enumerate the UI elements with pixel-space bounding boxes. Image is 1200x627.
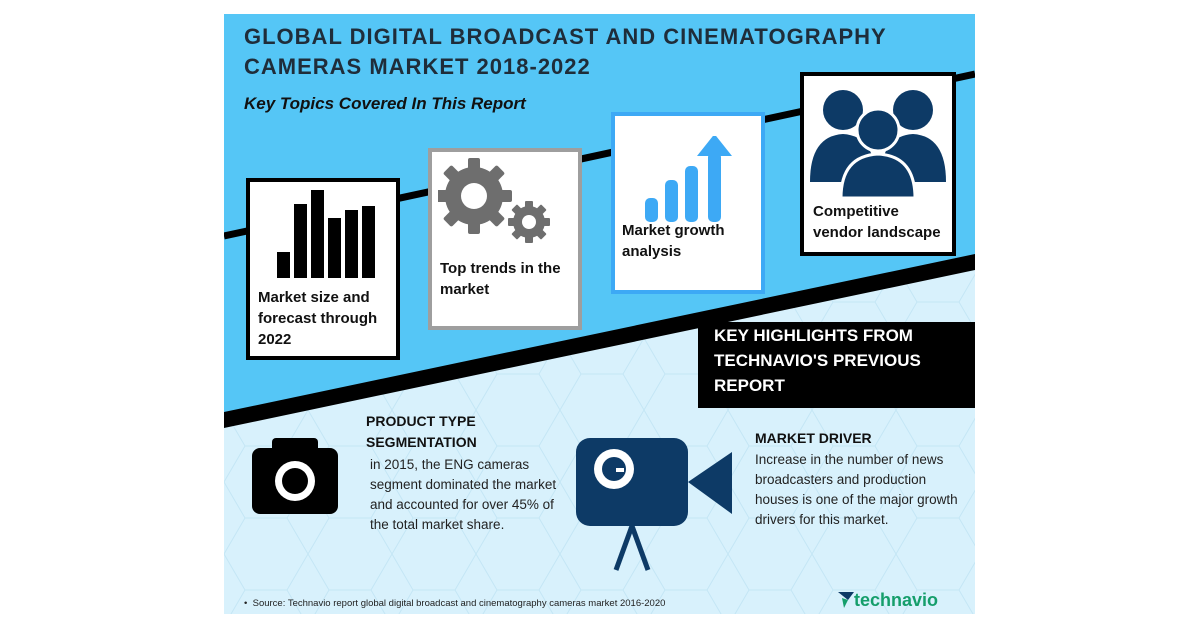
- camera-icon: [252, 438, 338, 514]
- topic-card-trends: Top trends in the market: [428, 148, 582, 330]
- bar-chart-icon: [277, 190, 375, 278]
- topic-card-vendor: Competitive vendor landscape: [800, 72, 956, 256]
- topic-label-market-size: Market size and forecast through 2022: [258, 289, 378, 348]
- logo-mark-icon: [838, 592, 854, 608]
- highlights-banner: KEY HIGHLIGHTS FROM TECHNAVIO'S PREVIOUS…: [698, 322, 975, 408]
- topic-card-market-size: Market size and forecast through 2022: [246, 178, 400, 360]
- source-note: • Source: Technavio report global digita…: [244, 598, 666, 609]
- market-driver-text: Increase in the number of news broadcast…: [755, 452, 958, 527]
- technavio-logo: technavio: [838, 590, 938, 611]
- source-text: Source: Technavio report global digital …: [252, 598, 666, 609]
- topic-label-trends: Top trends in the market: [440, 260, 561, 298]
- topic-label-vendor: Competitive vendor landscape: [813, 203, 941, 241]
- topic-label-growth: Market growth analysis: [622, 222, 725, 260]
- gears-icon: [438, 158, 550, 243]
- page-subtitle: Key Topics Covered In This Report: [244, 94, 526, 113]
- product-type-text: in 2015, the ENG cameras segment dominat…: [370, 457, 557, 532]
- people-icon: [810, 90, 946, 198]
- growth-chart-icon: [645, 136, 732, 222]
- divider-band: [224, 254, 975, 428]
- highlights-heading: KEY HIGHLIGHTS FROM TECHNAVIO'S PREVIOUS…: [714, 326, 921, 395]
- market-driver-heading: MARKET DRIVER: [755, 430, 872, 446]
- page-title: GLOBAL DIGITAL BROADCAST AND CINEMATOGRA…: [244, 24, 887, 79]
- topic-card-growth: Market growth analysis: [611, 112, 765, 294]
- product-type-heading: PRODUCT TYPE SEGMENTATION: [366, 413, 477, 450]
- video-camera-icon: [576, 438, 732, 571]
- infographic: GLOBAL DIGITAL BROADCAST AND CINEMATOGRA…: [224, 14, 975, 614]
